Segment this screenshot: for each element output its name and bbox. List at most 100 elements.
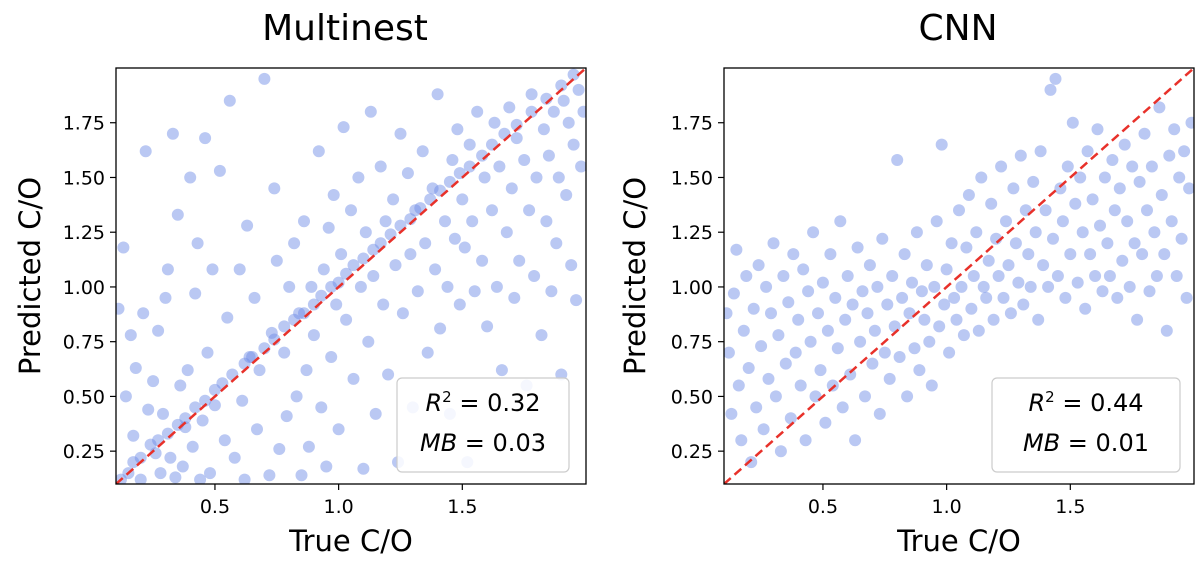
mean-bias-annotation: MB = 0.01 (1023, 429, 1149, 457)
data-point (1014, 149, 1027, 162)
data-point (925, 379, 938, 392)
data-point (184, 171, 197, 184)
data-point (181, 364, 194, 377)
data-point (906, 276, 918, 289)
data-point (325, 351, 338, 363)
data-point (387, 193, 400, 206)
data-point (434, 322, 447, 335)
data-point (1103, 270, 1116, 282)
data-point (826, 379, 839, 392)
data-point (293, 307, 306, 320)
data-point (737, 324, 750, 337)
data-point (127, 456, 140, 469)
data-point (799, 434, 812, 447)
data-point (486, 204, 498, 217)
data-point (1042, 280, 1055, 293)
data-point (760, 280, 773, 293)
data-point (300, 364, 313, 377)
data-point (500, 226, 513, 239)
data-point (804, 335, 817, 348)
data-point (411, 285, 424, 298)
data-point (1012, 276, 1025, 289)
data-point (577, 105, 586, 118)
data-point (439, 215, 451, 228)
data-point (446, 154, 459, 166)
data-point (278, 320, 291, 333)
data-point (1126, 160, 1139, 173)
data-point (724, 346, 735, 359)
data-point (980, 291, 993, 304)
data-point (466, 215, 479, 228)
data-point (918, 313, 931, 326)
data-point (525, 105, 538, 118)
data-point (389, 259, 402, 272)
data-point (471, 105, 484, 118)
data-point (1106, 154, 1119, 166)
data-point (463, 160, 476, 173)
data-point (730, 243, 743, 256)
data-point (1180, 291, 1193, 304)
data-point (510, 132, 523, 145)
data-point (164, 451, 177, 464)
data-point (982, 254, 995, 267)
data-point (404, 248, 417, 261)
data-point (1128, 237, 1141, 250)
data-point (409, 204, 422, 217)
legend-box (991, 377, 1181, 473)
data-point (1133, 175, 1146, 188)
data-point (523, 204, 536, 217)
data-point (352, 171, 365, 184)
data-point (238, 473, 251, 484)
data-point (953, 204, 965, 217)
data-point (278, 346, 291, 359)
data-point (836, 401, 849, 414)
data-point (856, 285, 869, 298)
data-point (923, 335, 936, 348)
data-point (812, 307, 824, 320)
data-point (975, 171, 988, 184)
multinest-panel: 0.5 1.0 1.5 0.25 0.50 0.75 1.00 1.25 1.50 1.75 Mul… (13, 8, 587, 558)
data-point (129, 362, 142, 374)
y-tick-label: 1.50 (63, 167, 105, 189)
data-point (503, 101, 516, 114)
data-point (354, 280, 367, 293)
data-point (779, 357, 792, 370)
data-point (490, 280, 503, 293)
data-point (1074, 171, 1087, 184)
data-point (283, 280, 296, 293)
data-point (320, 460, 333, 473)
data-point (814, 364, 827, 377)
data-point (1022, 248, 1035, 261)
data-point (831, 342, 844, 355)
data-point (1165, 215, 1178, 228)
data-point (745, 456, 758, 469)
data-point (347, 372, 360, 385)
data-point (537, 123, 550, 136)
data-point (258, 72, 271, 85)
data-point (940, 263, 953, 276)
data-point (119, 390, 132, 403)
data-point (545, 285, 558, 298)
data-point (127, 429, 140, 442)
data-point (570, 294, 583, 307)
y-tick-label: 1.75 (63, 113, 105, 135)
data-point (757, 423, 770, 436)
data-point (1143, 285, 1156, 298)
data-point (171, 208, 184, 221)
y-tick-label: 0.25 (671, 441, 713, 463)
data-point (322, 221, 335, 234)
data-point (930, 215, 943, 228)
data-point (1123, 280, 1136, 293)
data-point (562, 116, 575, 129)
data-point (972, 324, 985, 337)
data-point (747, 302, 760, 315)
data-point (382, 368, 395, 381)
data-point (1061, 160, 1074, 173)
data-point (557, 94, 570, 107)
data-point (307, 329, 320, 342)
data-point (854, 335, 867, 348)
data-point (575, 160, 586, 173)
y-tick-label: 0.25 (63, 441, 105, 463)
data-point (851, 241, 864, 254)
data-point (1032, 313, 1045, 326)
